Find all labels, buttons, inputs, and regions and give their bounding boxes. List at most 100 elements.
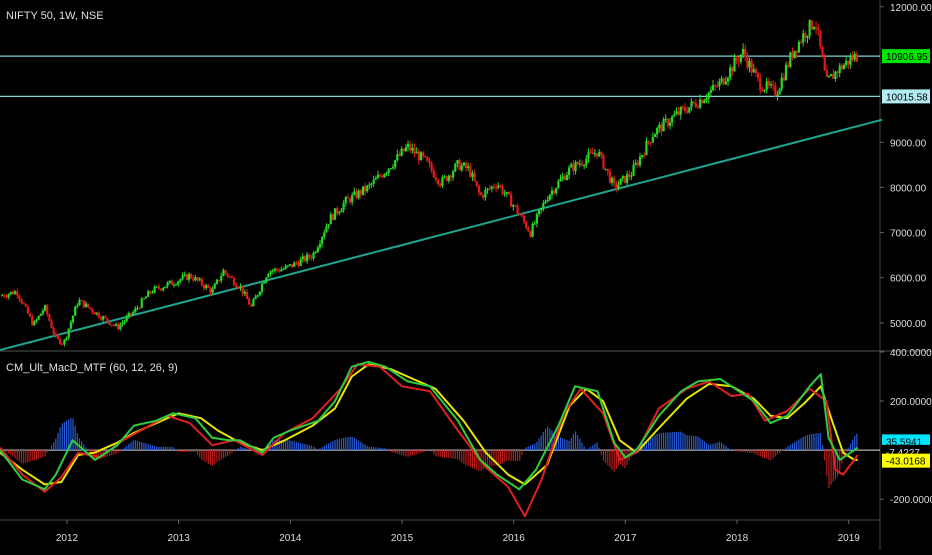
time-axis-label: 2017 (614, 533, 637, 544)
candle-body (402, 148, 405, 152)
price-axis-label: 12000.00 (890, 3, 932, 14)
candle-body (664, 118, 667, 120)
candle-body (252, 299, 255, 307)
candle-body (417, 151, 420, 161)
candle-body (608, 171, 612, 183)
candle-body (772, 84, 775, 86)
candle-body (497, 185, 500, 188)
candle-body (623, 175, 627, 183)
candle-body (439, 183, 442, 186)
candle-body (250, 304, 253, 307)
candle-body (22, 303, 25, 305)
candle-body (114, 324, 118, 326)
candle-body (703, 100, 706, 104)
candle-body (782, 77, 785, 81)
candle-body (43, 305, 47, 311)
candle-body (110, 324, 113, 326)
candle-body (340, 209, 343, 213)
candle-body (855, 53, 858, 62)
candle-body (696, 106, 700, 108)
candle-body (842, 64, 846, 70)
candle-body (280, 269, 283, 272)
candle-body (748, 60, 751, 68)
candle-body (477, 185, 481, 193)
candle-body (799, 41, 803, 43)
candle-body (67, 328, 70, 338)
candle-body (561, 176, 564, 179)
candle-body (610, 177, 614, 183)
candle-body (793, 50, 796, 58)
candle-body (563, 176, 566, 181)
candle-body (338, 212, 341, 214)
candle-body (784, 65, 788, 81)
candle-body (834, 71, 837, 79)
candle-body (187, 274, 191, 280)
candle-body (464, 162, 468, 169)
candle-body (767, 81, 770, 86)
candle-body (797, 41, 801, 53)
candle-body (802, 33, 805, 43)
candle-body (677, 111, 680, 115)
candle-body (91, 308, 94, 313)
candle-body (821, 46, 824, 58)
candle-body (387, 168, 390, 173)
candle-body (621, 175, 624, 179)
indicator-value-label-bg (882, 453, 930, 468)
candle-body (299, 259, 302, 266)
candle-body (232, 277, 236, 285)
candle-body (434, 177, 438, 180)
candle-body (254, 296, 257, 300)
candle-body (11, 291, 14, 295)
candle-body (5, 296, 8, 298)
candle-body (656, 128, 659, 135)
candle-body (449, 175, 453, 178)
candle-body (557, 181, 560, 189)
candle-body (707, 92, 710, 99)
candle-body (754, 69, 758, 74)
candle-body (808, 20, 811, 36)
candle-body (237, 286, 240, 289)
candle-body (636, 162, 639, 166)
candle-body (595, 153, 599, 157)
candle-body (643, 155, 646, 157)
candle-body (638, 156, 642, 166)
candle-body (679, 107, 682, 115)
candle-body (737, 60, 740, 62)
candle-body (613, 177, 616, 184)
candle-body (568, 167, 571, 176)
candle-body (701, 99, 704, 104)
candle-body (202, 285, 206, 289)
candle-body (589, 152, 592, 154)
horizontal-level-label: 10906.95 (886, 52, 928, 63)
candle-body (741, 48, 745, 55)
candle-body (312, 252, 315, 259)
candle-body (565, 175, 569, 181)
candle-body (379, 174, 382, 177)
candle-body (117, 324, 120, 329)
candle-body (355, 191, 358, 198)
indicator-axis-label: 200.0000 (890, 397, 932, 408)
candle-body (542, 203, 545, 208)
candle-body (363, 186, 367, 192)
candle-body (20, 299, 23, 304)
time-axis-label: 2013 (168, 533, 191, 544)
candle-body (28, 313, 32, 317)
candle-body (258, 291, 261, 296)
candle-body (546, 199, 549, 202)
candle-body (675, 111, 678, 115)
candle-body (789, 52, 792, 67)
macd-series-line (0, 363, 859, 518)
candle-body (437, 179, 440, 184)
candle-body (179, 279, 182, 282)
candle-body (683, 107, 687, 112)
price-axis-label: 8000.00 (890, 183, 927, 194)
candle-body (482, 195, 485, 198)
candle-body (615, 183, 618, 189)
candle-body (752, 69, 755, 73)
candle-body (555, 188, 558, 194)
candle-body (763, 89, 766, 92)
candle-body (406, 143, 410, 148)
candle-body (329, 214, 332, 225)
candle-body (125, 316, 128, 322)
